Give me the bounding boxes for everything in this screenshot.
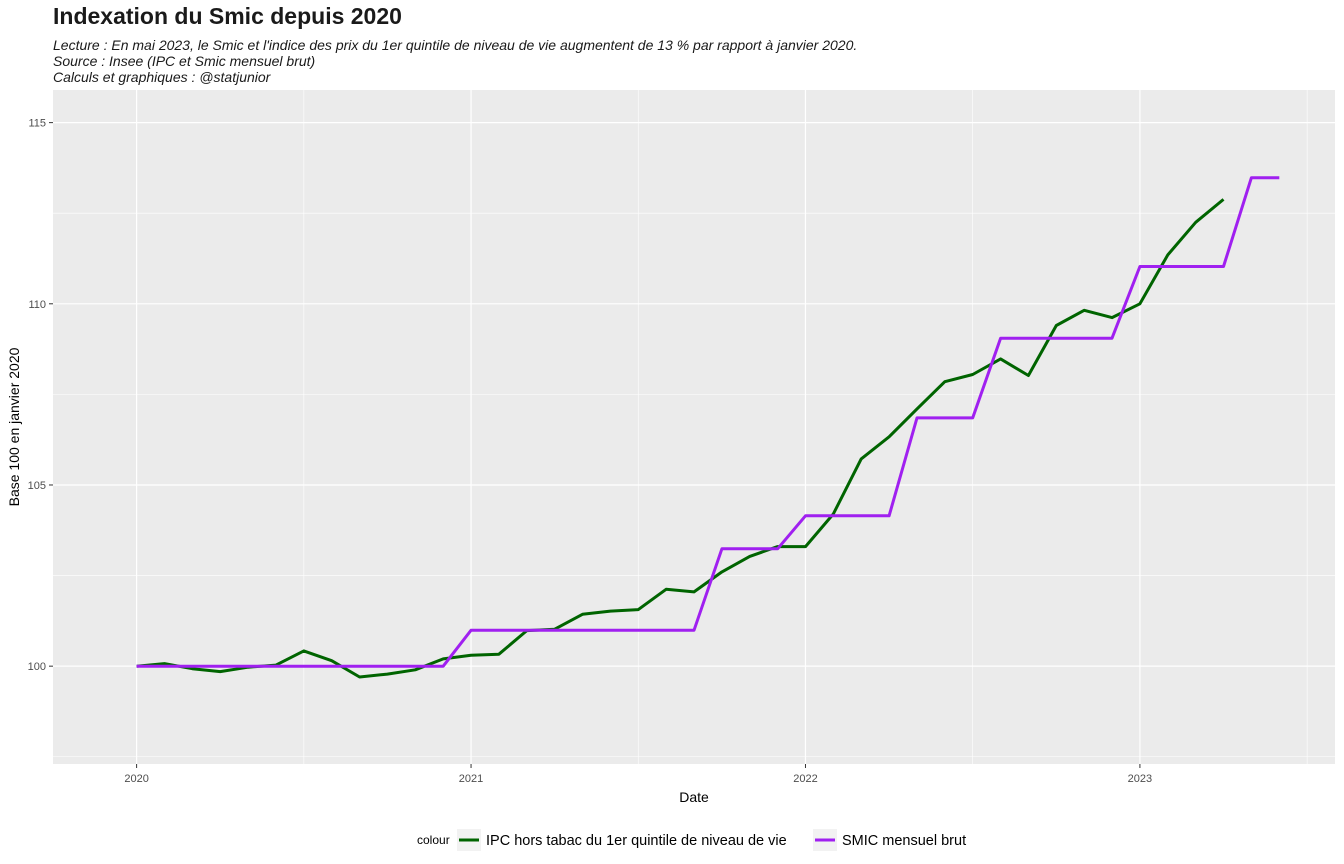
subtitle-source: Source : Insee (IPC et Smic mensuel brut… [53, 53, 316, 69]
series-line-ipc [136, 198, 1225, 679]
y-axis-title: Base 100 en janvier 2020 [6, 347, 22, 506]
subtitle-reading: Lecture : En mai 2023, le Smic et l'indi… [53, 37, 858, 53]
y-tick-label: 100 [28, 661, 46, 673]
y-axis: 100 105 110 115 [28, 118, 53, 673]
x-tick-label: 2021 [459, 773, 483, 785]
legend-title: colour [417, 833, 450, 847]
x-tick-label: 2023 [1128, 773, 1152, 785]
chart-title: Indexation du Smic depuis 2020 [53, 3, 402, 29]
y-tick-label: 105 [28, 480, 46, 492]
plot-panel [53, 90, 1335, 764]
legend: colour IPC hors tabac du 1er quintile de … [417, 829, 966, 851]
legend-label: SMIC mensuel brut [842, 833, 966, 849]
series-line-smic [136, 176, 1280, 668]
subtitle-credits: Calculs et graphiques : @statjunior [53, 69, 271, 85]
y-tick-label: 115 [28, 118, 46, 130]
legend-label: IPC hors tabac du 1er quintile de niveau… [486, 833, 787, 849]
x-axis-title: Date [679, 789, 709, 805]
series-layer [136, 176, 1280, 679]
x-axis: 2020 2021 2022 2023 [124, 764, 1152, 785]
x-tick-label: 2022 [793, 773, 817, 785]
x-tick-label: 2020 [124, 773, 148, 785]
y-tick-label: 110 [28, 299, 46, 311]
